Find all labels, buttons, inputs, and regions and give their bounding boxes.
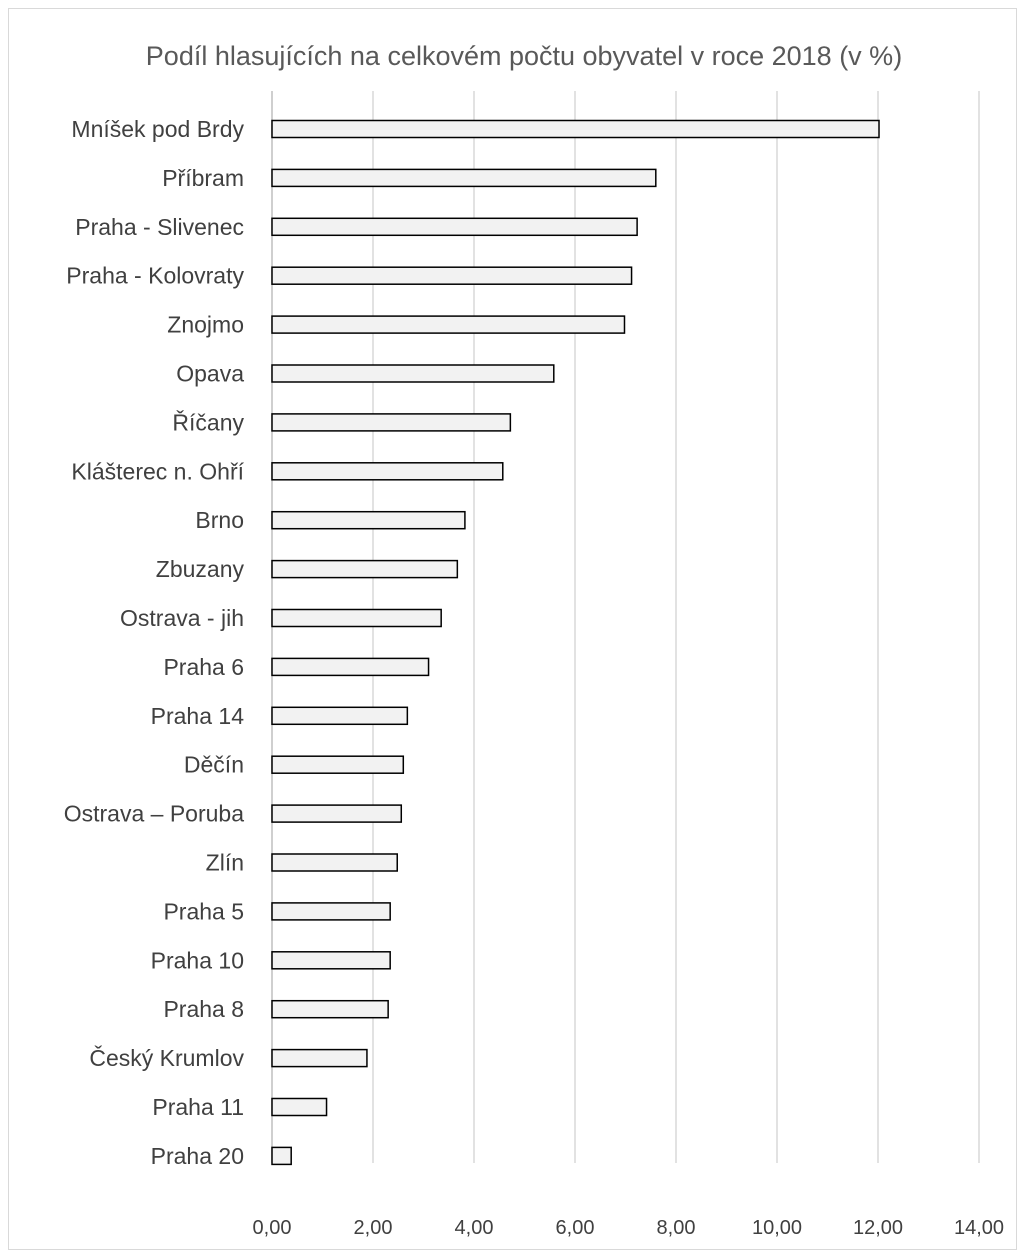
x-tick-label: 4,00 xyxy=(455,1217,494,1239)
category-label: Znojmo xyxy=(167,312,244,338)
x-tick-label: 2,00 xyxy=(354,1217,393,1239)
category-labels: Mníšek pod Brdy Příbram Praha - Slivenec Pr… xyxy=(64,116,245,1169)
category-label: Zbuzany xyxy=(156,556,245,582)
category-label: Mníšek pod Brdy xyxy=(71,116,244,142)
category-label: Praha 6 xyxy=(163,654,244,680)
bar xyxy=(271,902,391,921)
category-label: Praha 14 xyxy=(151,703,245,729)
bar xyxy=(271,266,633,285)
x-tick-label: 14,00 xyxy=(954,1217,1004,1239)
category-label: Říčany xyxy=(172,409,244,435)
category-label: Děčín xyxy=(184,752,244,778)
category-label: Praha 20 xyxy=(151,1143,244,1169)
x-tick-label: 8,00 xyxy=(657,1217,696,1239)
bar xyxy=(271,119,880,139)
bar xyxy=(271,657,430,677)
bar xyxy=(271,706,409,726)
x-tick-label: 10,00 xyxy=(752,1217,802,1239)
bar-chart: Podíl hlasujících na celkovém počtu obyv… xyxy=(64,41,1005,1239)
bar xyxy=(271,413,512,432)
category-label: Praha 10 xyxy=(151,947,244,973)
chart-title: Podíl hlasujících na celkovém počtu obyv… xyxy=(146,41,902,71)
category-label: Praha 11 xyxy=(152,1094,244,1120)
bar xyxy=(271,1048,368,1068)
bar xyxy=(271,1097,328,1117)
x-tick-label: 12,00 xyxy=(853,1217,903,1239)
bar xyxy=(271,315,626,334)
category-label: Ostrava – Poruba xyxy=(64,801,244,827)
category-label: Brno xyxy=(195,507,244,533)
category-label: Příbram xyxy=(162,165,244,191)
bar xyxy=(271,951,391,970)
bars xyxy=(271,119,880,1166)
category-label: Zlín xyxy=(206,850,244,876)
category-label: Praha 8 xyxy=(163,996,244,1022)
category-label: Praha - Kolovraty xyxy=(66,263,244,289)
bar xyxy=(271,755,405,774)
category-label: Opava xyxy=(176,361,244,387)
bar xyxy=(271,608,442,628)
gridlines xyxy=(372,91,980,1163)
chart-frame: Podíl hlasujících na celkovém počtu obyv… xyxy=(8,8,1017,1250)
bar xyxy=(271,217,638,237)
category-label: Klášterec n. Ohří xyxy=(71,458,244,484)
category-label: Praha 5 xyxy=(163,898,244,924)
category-label: Ostrava - jih xyxy=(120,605,244,631)
x-tick-label: 6,00 xyxy=(556,1217,595,1239)
x-tick-label: 0,00 xyxy=(253,1217,292,1239)
bar xyxy=(271,462,504,481)
bar xyxy=(271,853,398,872)
bar xyxy=(271,364,555,383)
bar xyxy=(271,804,403,823)
bar xyxy=(271,559,459,579)
bar xyxy=(271,1146,292,1166)
x-axis-tick-labels: 0,00 2,00 4,00 6,00 8,00 10,00 12,00 14,00 xyxy=(253,1217,1005,1239)
bar xyxy=(271,168,657,188)
category-label: Praha - Slivenec xyxy=(75,214,244,240)
category-label: Český Krumlov xyxy=(89,1044,244,1071)
bar xyxy=(271,510,466,530)
bar xyxy=(271,999,389,1019)
